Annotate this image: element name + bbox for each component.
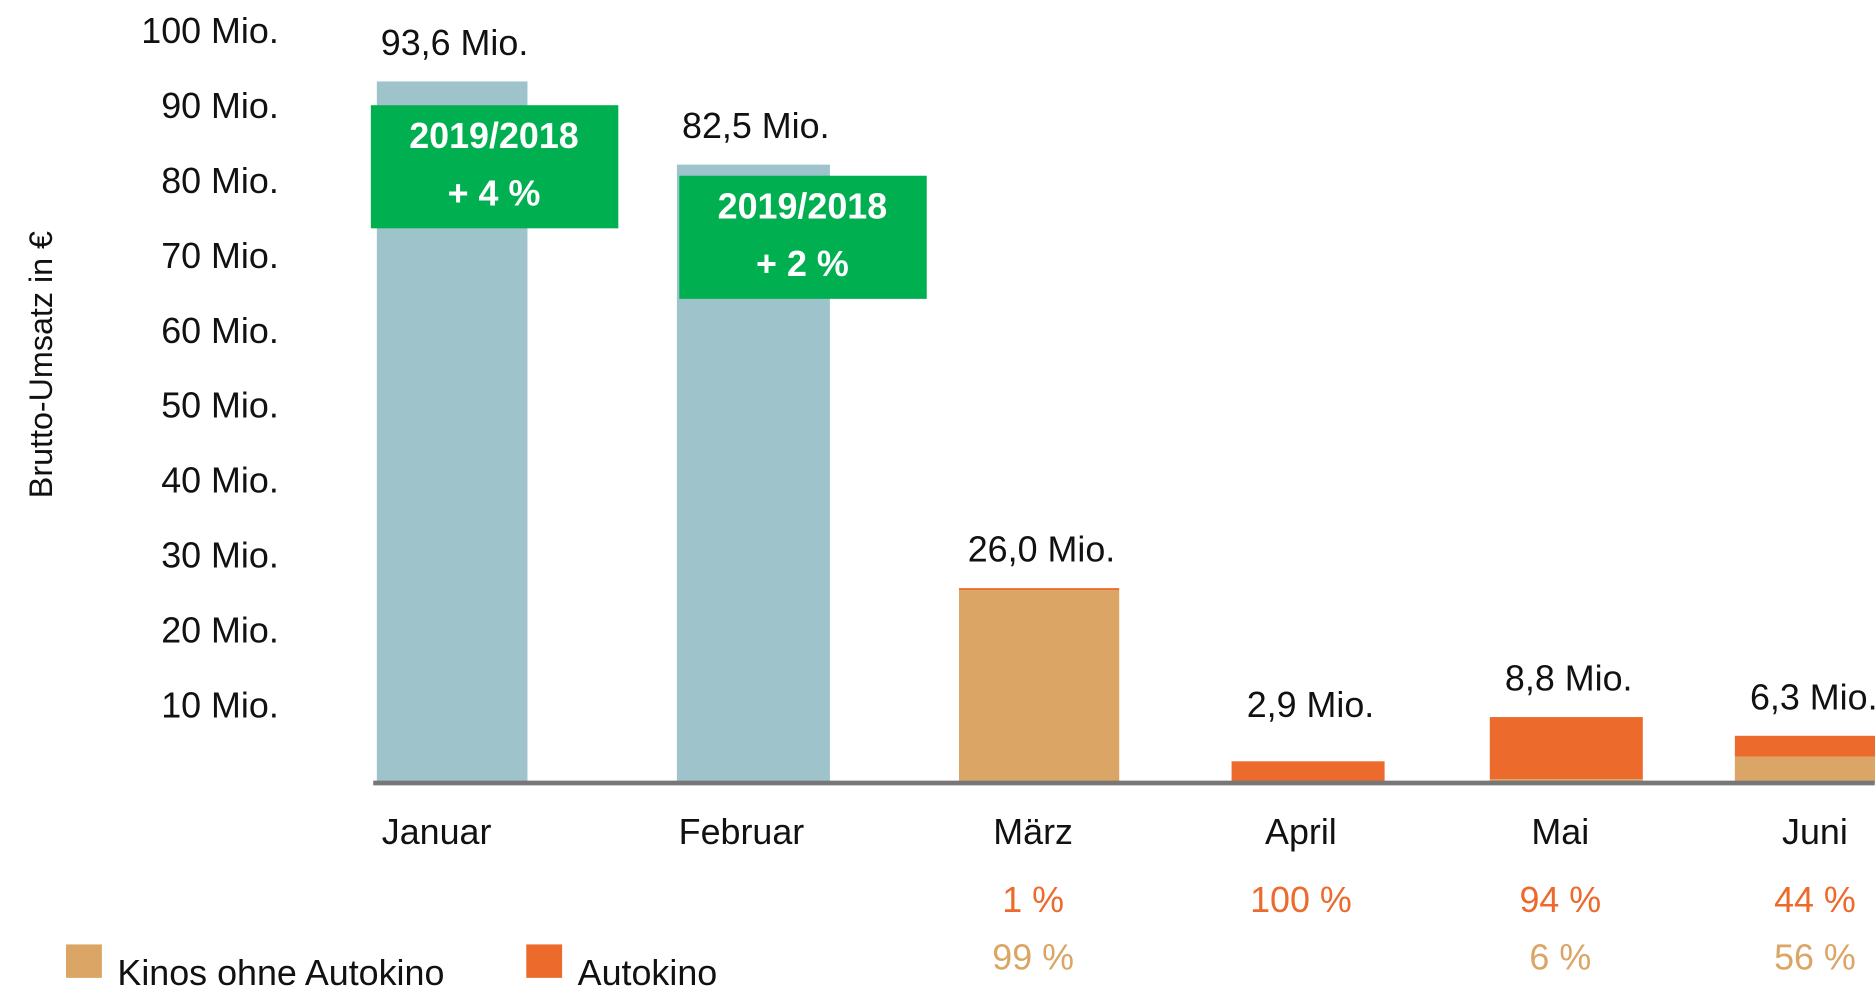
annotation-text: + 2 % <box>756 244 849 284</box>
y-tick-label: 90 Mio. <box>161 86 279 126</box>
y-tick-label: 30 Mio. <box>161 536 279 576</box>
share-label: 94 % <box>1519 880 1601 920</box>
y-axis-label: Brutto-Umsatz in € <box>23 231 59 498</box>
x-tick-label: Juni <box>1782 812 1848 852</box>
share-label: 6 % <box>1529 937 1591 977</box>
share-label: 1 % <box>1002 880 1064 920</box>
y-tick-label: 20 Mio. <box>161 611 279 651</box>
y-tick-label: 70 Mio. <box>161 236 279 276</box>
bar-segment <box>1231 761 1385 784</box>
value-label: 82,5 Mio. <box>682 106 829 146</box>
value-label: 26,0 Mio. <box>968 530 1115 570</box>
value-label: 93,6 Mio. <box>381 23 529 63</box>
annotation-box <box>679 175 927 299</box>
annotation-title: 2019/2018 <box>409 116 579 156</box>
x-tick-label: Mai <box>1531 812 1589 852</box>
x-tick-label: Februar <box>679 812 805 852</box>
y-tick-label: 50 Mio. <box>161 386 279 426</box>
bar-segment <box>959 588 1120 591</box>
x-tick-label: März <box>993 812 1073 852</box>
bar-segment <box>1734 735 1875 757</box>
y-tick-label: 80 Mio. <box>161 161 279 201</box>
bar-segment <box>1489 717 1643 780</box>
share-label: 56 % <box>1774 937 1856 977</box>
bar-segment <box>1734 756 1875 784</box>
annotation-text: + 4 % <box>448 174 541 214</box>
y-tick-label: 10 Mio. <box>161 686 279 726</box>
legend-swatch <box>526 944 563 978</box>
x-tick-label: April <box>1265 812 1337 852</box>
y-tick-label: 60 Mio. <box>161 311 279 351</box>
annotation-box <box>370 105 619 229</box>
share-label: 44 % <box>1774 880 1856 920</box>
legend-swatch <box>66 944 102 978</box>
annotation-title: 2019/2018 <box>718 187 888 227</box>
bar-segment <box>959 590 1120 784</box>
share-label: 100 % <box>1250 880 1352 920</box>
x-tick-label: Januar <box>382 812 492 852</box>
legend-label: Kinos ohne Autokino <box>117 953 444 993</box>
y-tick-label: 100 Mio. <box>141 11 279 51</box>
y-tick-label: 40 Mio. <box>161 461 279 501</box>
value-label: 6,3 Mio. <box>1750 677 1875 717</box>
value-label: 2,9 Mio. <box>1247 685 1375 725</box>
share-label: 99 % <box>992 937 1074 977</box>
legend-label: Autokino <box>578 953 718 993</box>
value-label: 8,8 Mio. <box>1505 659 1633 699</box>
